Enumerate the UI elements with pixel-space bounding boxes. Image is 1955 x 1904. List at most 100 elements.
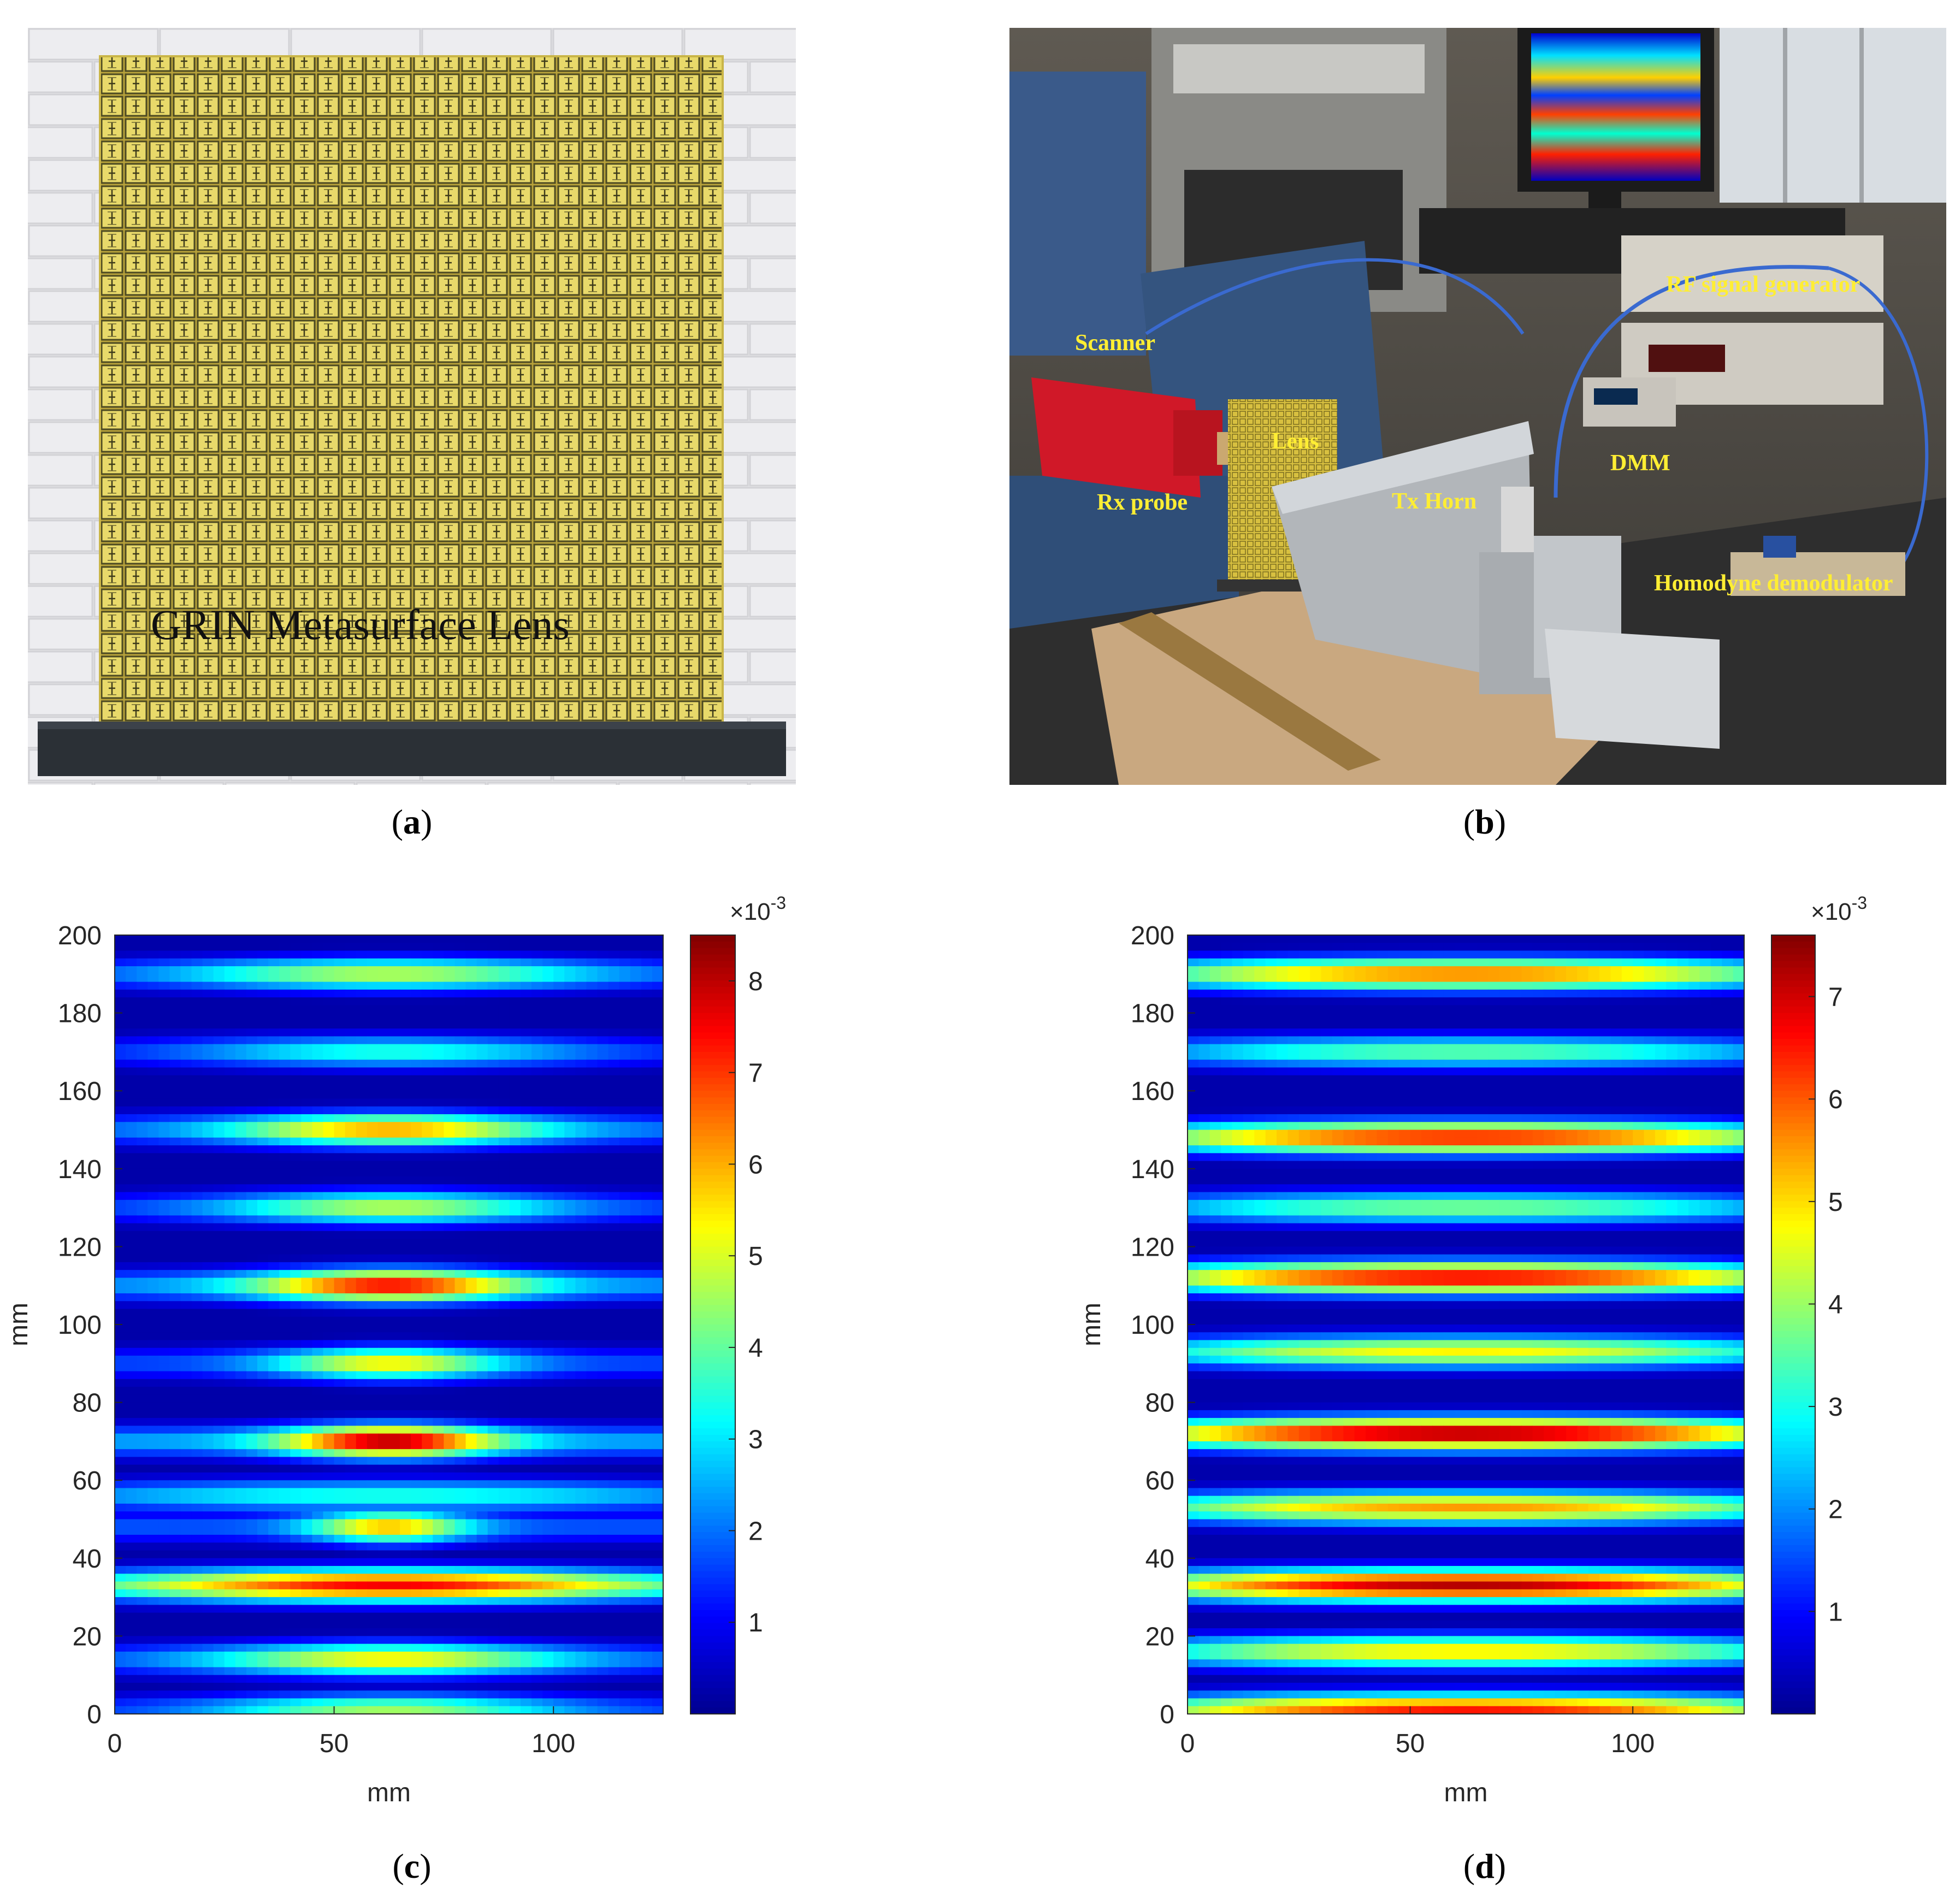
- heatmap-cell: [619, 1215, 631, 1224]
- heatmap-cell: [137, 1535, 148, 1543]
- heatmap-cell: [224, 1067, 236, 1076]
- heatmap-cell: [509, 1356, 521, 1364]
- heatmap-cell: [619, 1098, 631, 1107]
- heatmap-cell: [279, 1589, 291, 1598]
- heatmap-cell: [465, 1464, 477, 1473]
- heatmap-cell: [158, 1184, 170, 1193]
- heatmap-cell: [202, 1106, 214, 1115]
- heatmap-cell: [509, 1005, 521, 1014]
- heatmap-cell: [268, 1418, 280, 1426]
- heatmap-cell: [202, 958, 214, 967]
- heatmap-cell: [509, 981, 521, 990]
- heatmap-cell: [608, 1542, 620, 1551]
- heatmap-cell: [487, 1262, 499, 1270]
- heatmap-cell: [487, 1176, 499, 1185]
- heatmap-cell: [542, 1145, 554, 1154]
- heatmap-cell: [213, 1519, 225, 1528]
- heatmap-cell: [542, 1597, 554, 1605]
- heatmap-cell: [158, 1464, 170, 1473]
- heatmap-cell: [630, 1418, 642, 1426]
- heatmap-cell: [444, 1130, 456, 1138]
- heatmap-cell: [246, 1161, 258, 1169]
- heatmap-cell: [608, 981, 620, 990]
- heatmap-cell: [235, 1495, 247, 1504]
- heatmap-cell: [586, 1051, 598, 1060]
- heatmap-cell: [487, 1433, 499, 1442]
- heatmap-cell: [389, 943, 400, 951]
- heatmap-cell: [509, 1223, 521, 1232]
- heatmap-cell: [235, 1208, 247, 1216]
- heatmap-cell: [334, 1620, 346, 1629]
- heatmap-cell: [487, 1347, 499, 1356]
- heatmap-cell: [487, 1441, 499, 1450]
- heatmap-cell: [147, 1083, 159, 1091]
- heatmap-cell: [630, 1402, 642, 1411]
- heatmap-cell: [465, 1566, 477, 1574]
- heatmap-cell: [411, 1083, 422, 1091]
- heatmap-cell: [641, 1558, 653, 1566]
- heatmap-cell: [454, 1301, 466, 1310]
- heatmap-cell: [224, 1332, 236, 1341]
- heatmap-cell: [377, 1535, 389, 1543]
- heatmap-cell: [169, 1270, 181, 1279]
- heatmap-cell: [597, 1682, 609, 1691]
- heatmap-cell: [268, 1176, 280, 1185]
- heatmap-cell: [630, 1441, 642, 1450]
- heatmap-cell: [498, 1083, 510, 1091]
- heatmap-cell: [487, 1285, 499, 1294]
- heatmap-cell: [619, 1231, 631, 1239]
- heatmap-cell: [268, 935, 280, 943]
- heatmap-cell: [652, 1028, 663, 1037]
- heatmap-cell: [169, 1145, 181, 1154]
- heatmap-cell: [630, 1215, 642, 1224]
- heatmap-cell: [422, 1347, 433, 1356]
- heatmap-cell: [126, 1535, 137, 1543]
- heatmap-cell: [400, 1246, 411, 1255]
- heatmap-cell: [279, 1628, 291, 1636]
- heatmap-cell: [312, 1036, 324, 1045]
- heatmap-cell: [268, 1044, 280, 1052]
- heatmap-cell: [235, 1215, 247, 1224]
- heatmap-cell: [213, 1527, 225, 1535]
- heatmap-cell: [268, 950, 280, 959]
- heatmap-cell: [553, 1246, 565, 1255]
- heatmap-cell: [377, 1379, 389, 1387]
- heatmap-cell: [476, 1309, 488, 1317]
- heatmap-cell: [334, 1106, 346, 1115]
- heatmap-cell: [509, 1130, 521, 1138]
- heatmap-cell: [641, 1285, 653, 1294]
- heatmap-cell: [619, 1643, 631, 1652]
- heatmap-cell: [586, 1246, 598, 1255]
- heatmap-cell: [520, 1418, 532, 1426]
- heatmap-cell: [268, 943, 280, 951]
- heatmap-cell: [498, 1682, 510, 1691]
- heatmap-cell: [619, 1285, 631, 1294]
- heatmap-cell: [597, 1651, 609, 1660]
- heatmap-cell: [476, 1145, 488, 1154]
- heatmap-cell: [619, 1480, 631, 1489]
- heatmap-cell: [268, 1449, 280, 1458]
- heatmap-cell: [202, 1566, 214, 1574]
- heatmap-cell: [334, 958, 346, 967]
- heatmap-cell: [564, 958, 576, 967]
- heatmap-cell: [158, 1535, 170, 1543]
- heatmap-cell: [586, 1558, 598, 1566]
- heatmap-cell: [235, 1457, 247, 1465]
- heatmap-cell: [422, 1106, 433, 1115]
- heatmap-cell: [147, 1363, 159, 1372]
- heatmap-cell: [444, 1698, 456, 1707]
- heatmap-cell: [126, 1433, 137, 1442]
- heatmap-cell: [147, 1176, 159, 1185]
- heatmap-cell: [180, 1566, 192, 1574]
- heatmap-cell: [465, 1098, 477, 1107]
- heatmap-cell: [476, 1075, 488, 1084]
- heatmap-cell: [323, 1449, 335, 1458]
- heatmap-cell: [137, 1215, 148, 1224]
- heatmap-cell: [531, 1091, 543, 1099]
- heatmap-cell: [115, 989, 126, 998]
- heatmap-cell: [126, 1013, 137, 1021]
- heatmap-cell: [290, 1394, 302, 1403]
- heatmap-cell: [367, 1137, 379, 1146]
- heatmap-cell: [312, 1387, 324, 1395]
- heatmap-cell: [542, 1480, 554, 1489]
